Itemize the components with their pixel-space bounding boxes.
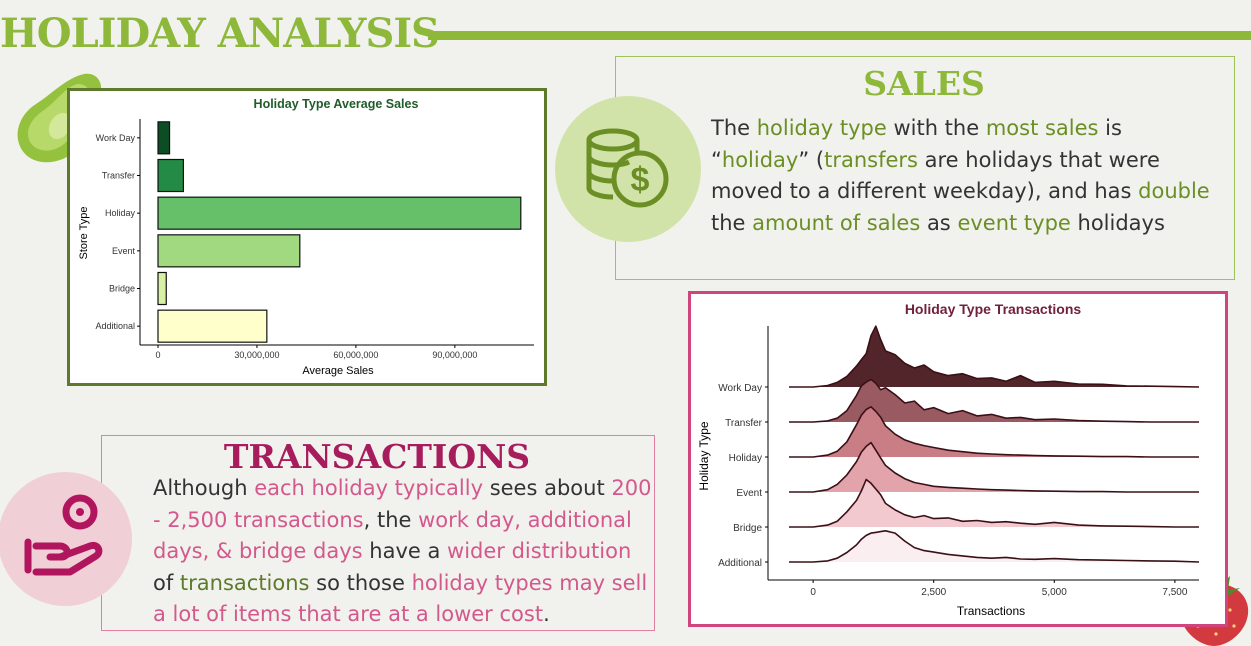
transactions-ridgeline-chart: Holiday Type Transactions Transactions H… (697, 301, 1200, 618)
sales-description: The holiday type with the most sales is … (711, 113, 1221, 239)
sales-heading: SALES (863, 64, 985, 103)
transactions-text-segment: Although (153, 476, 255, 500)
sales-y-tick-label: Additional (95, 321, 135, 331)
transactions-text-segment: so those (309, 570, 412, 595)
sales-text-segment: with the (886, 116, 986, 140)
sales-text-segment: holiday (721, 147, 799, 172)
transactions-text-segment: transactions (179, 570, 310, 595)
transactions-text-segment: may sell a lot of items that are at a lo… (153, 570, 648, 627)
sales-x-tick-label: 0 (155, 350, 160, 360)
sales-text-segment: double (1138, 179, 1210, 203)
sales-bar-transfer (157, 158, 184, 193)
svg-text:$: $ (631, 161, 650, 199)
transactions-chart-title: Holiday Type Transactions (905, 301, 1082, 317)
sales-y-tick-label: Work Day (96, 133, 136, 143)
sales-text-segment: The (711, 116, 757, 140)
hand-coin-icon (24, 494, 103, 576)
sales-chart-card: Holiday Type Average Sales Average Sales… (67, 88, 547, 386)
ridge-area-work-day (789, 326, 1199, 387)
sales-bar-work-day (157, 121, 171, 155)
transactions-text-segment: of (153, 570, 180, 595)
transactions-text-segment: 200 - 2,500 transactions (153, 476, 652, 532)
sales-y-axis-label: Store Type (78, 207, 90, 260)
transactions-text-segment: . (543, 602, 550, 626)
ridge-area-transfer (789, 379, 1199, 422)
title-rule (428, 31, 1251, 40)
transactions-text-segment: work day, additional days, & bridge days (153, 507, 632, 564)
page-title: HOLIDAY ANALYSIS (0, 10, 440, 57)
ridge-line-additional (789, 530, 1200, 563)
sales-text-segment: transfers (824, 147, 918, 172)
sales-y-tick-label: Event (112, 246, 136, 256)
ridge-line-holiday (789, 406, 1199, 458)
ridge-area-bridge (789, 479, 1199, 527)
transactions-x-tick-label: 0 (810, 587, 816, 598)
sales-chart-title: Holiday Type Average Sales (254, 97, 419, 111)
ridge-line-bridge (789, 478, 1199, 528)
sales-text-segment: ” ( (798, 147, 825, 172)
sales-y-tick-label: Holiday (105, 208, 136, 218)
sales-x-axis-label: Average Sales (302, 365, 374, 377)
transactions-y-axis-label: Holiday Type (697, 421, 711, 490)
sales-text-segment: amount of sales (752, 210, 921, 235)
sales-text-segment: the (711, 210, 753, 235)
sales-bar-bridge (157, 271, 167, 306)
transactions-x-axis-label: Transactions (957, 604, 1025, 618)
ridge-line-transfer (789, 378, 1199, 423)
sales-y-tick-label: Bridge (109, 284, 135, 294)
sales-x-tick-label: 60,000,000 (333, 350, 378, 360)
transactions-text-segment: holiday types (411, 570, 553, 595)
ridge-line-work-day (789, 325, 1200, 388)
sales-bar-holiday (157, 196, 522, 230)
ridge-line-event (789, 441, 1199, 493)
transactions-x-tick-label: 2,500 (921, 587, 946, 598)
sales-text-segment: as (920, 210, 958, 235)
transactions-y-tick-label: Bridge (733, 523, 762, 534)
transactions-text-segment: wider distribution (447, 539, 632, 563)
transactions-y-tick-label: Work Day (718, 383, 762, 394)
sales-text-segment: holiday type (756, 116, 887, 140)
transactions-x-tick-label: 7,500 (1162, 587, 1187, 598)
sales-bar-chart: Holiday Type Average Sales Average Sales… (78, 97, 534, 377)
sales-y-tick-label: Transfer (102, 171, 135, 181)
transactions-description: Although each holiday typically sees abo… (153, 473, 658, 631)
transactions-chart-card: Holiday Type Transactions Transactions H… (688, 291, 1228, 627)
ridge-area-event (789, 442, 1199, 492)
sales-bar-event (157, 234, 301, 268)
transactions-y-tick-label: Holiday (729, 453, 762, 464)
transactions-y-tick-label: Transfer (725, 418, 763, 429)
transactions-y-tick-label: Additional (718, 558, 762, 569)
sales-icon-circle: $ (555, 96, 701, 242)
ridge-area-holiday (789, 406, 1199, 457)
sales-text-segment: is “ (711, 116, 1122, 172)
coins-dollar-icon: $ (586, 128, 669, 208)
sales-text-segment: event type (957, 210, 1071, 235)
sales-text-segment: most sales (985, 116, 1099, 140)
sales-x-tick-label: 90,000,000 (432, 350, 477, 360)
sales-text-segment: are holidays that were moved to a differ… (711, 147, 1160, 204)
transactions-text-segment: have a (362, 539, 448, 563)
transactions-heading: TRANSACTIONS (223, 437, 531, 476)
transactions-text-segment: sees about (483, 476, 612, 500)
ridge-area-additional (789, 530, 1199, 562)
sales-text-segment: holidays (1070, 210, 1165, 235)
transactions-y-tick-label: Event (736, 488, 762, 499)
sales-bar-additional (157, 309, 268, 343)
transactions-x-tick-label: 5,000 (1042, 587, 1067, 598)
transactions-text-segment: each holiday typically (254, 476, 484, 500)
sales-x-tick-label: 30,000,000 (234, 350, 279, 360)
transactions-text-segment: , the (363, 507, 419, 532)
transactions-icon-circle (0, 472, 132, 606)
